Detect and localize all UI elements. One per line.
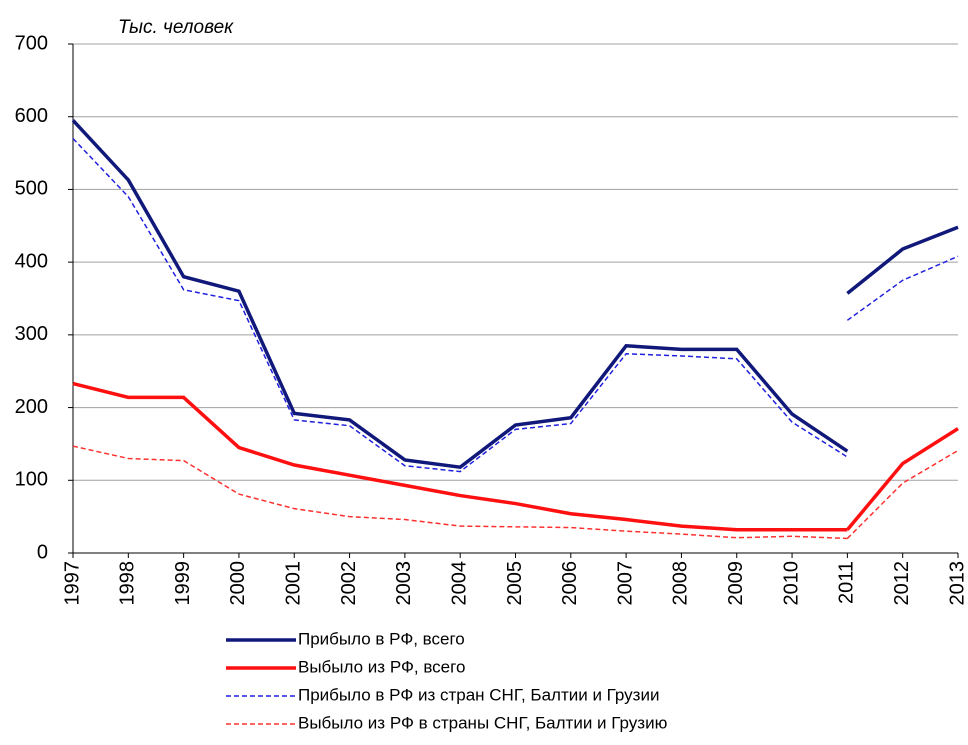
legend-label: Прибыло в РФ, всего [298, 629, 465, 648]
x-tick-label: 2010 [780, 561, 802, 606]
series-line [72, 138, 959, 473]
x-tick-label: 2003 [393, 561, 415, 606]
x-tick-label: 2002 [338, 561, 360, 606]
x-tick-label: 2008 [670, 561, 692, 606]
x-tick-label: 2004 [448, 561, 470, 606]
x-tick-label: 1997 [61, 561, 83, 606]
x-tick-label: 2012 [891, 561, 913, 606]
x-tick-label: 2007 [614, 561, 636, 606]
y-tick-label: 700 [15, 32, 48, 54]
y-tick-label: 300 [15, 323, 48, 345]
x-tick-label: 2001 [283, 561, 305, 606]
x-tick-label: 2005 [504, 561, 526, 606]
x-tick-label: 1998 [117, 561, 139, 606]
y-tick-label: 0 [37, 541, 48, 563]
legend-label: Выбыло из РФ, всего [298, 657, 465, 676]
y-tick-label: 200 [15, 396, 48, 418]
x-tick-label: 2013 [946, 561, 968, 606]
y-tick-label: 500 [15, 178, 48, 200]
y-axis-label: Тыс. человек [118, 17, 234, 38]
x-tick-label: 1999 [172, 561, 194, 606]
x-tick-label: 2006 [559, 561, 581, 606]
series-line [72, 381, 959, 532]
y-tick-label: 400 [15, 250, 48, 272]
x-tick-label: 2000 [227, 561, 249, 606]
y-tick-label: 600 [15, 105, 48, 127]
legend-label: Прибыло в РФ из стран СНГ, Балтии и Груз… [298, 685, 659, 704]
series-line [71, 119, 959, 470]
x-tick-label: 2011 [836, 561, 858, 604]
y-tick-label: 100 [15, 469, 48, 491]
x-tick-label: 2009 [725, 561, 747, 606]
series-line [72, 445, 959, 540]
legend-label: Выбыло из РФ в страны СНГ, Балтии и Груз… [298, 713, 668, 732]
